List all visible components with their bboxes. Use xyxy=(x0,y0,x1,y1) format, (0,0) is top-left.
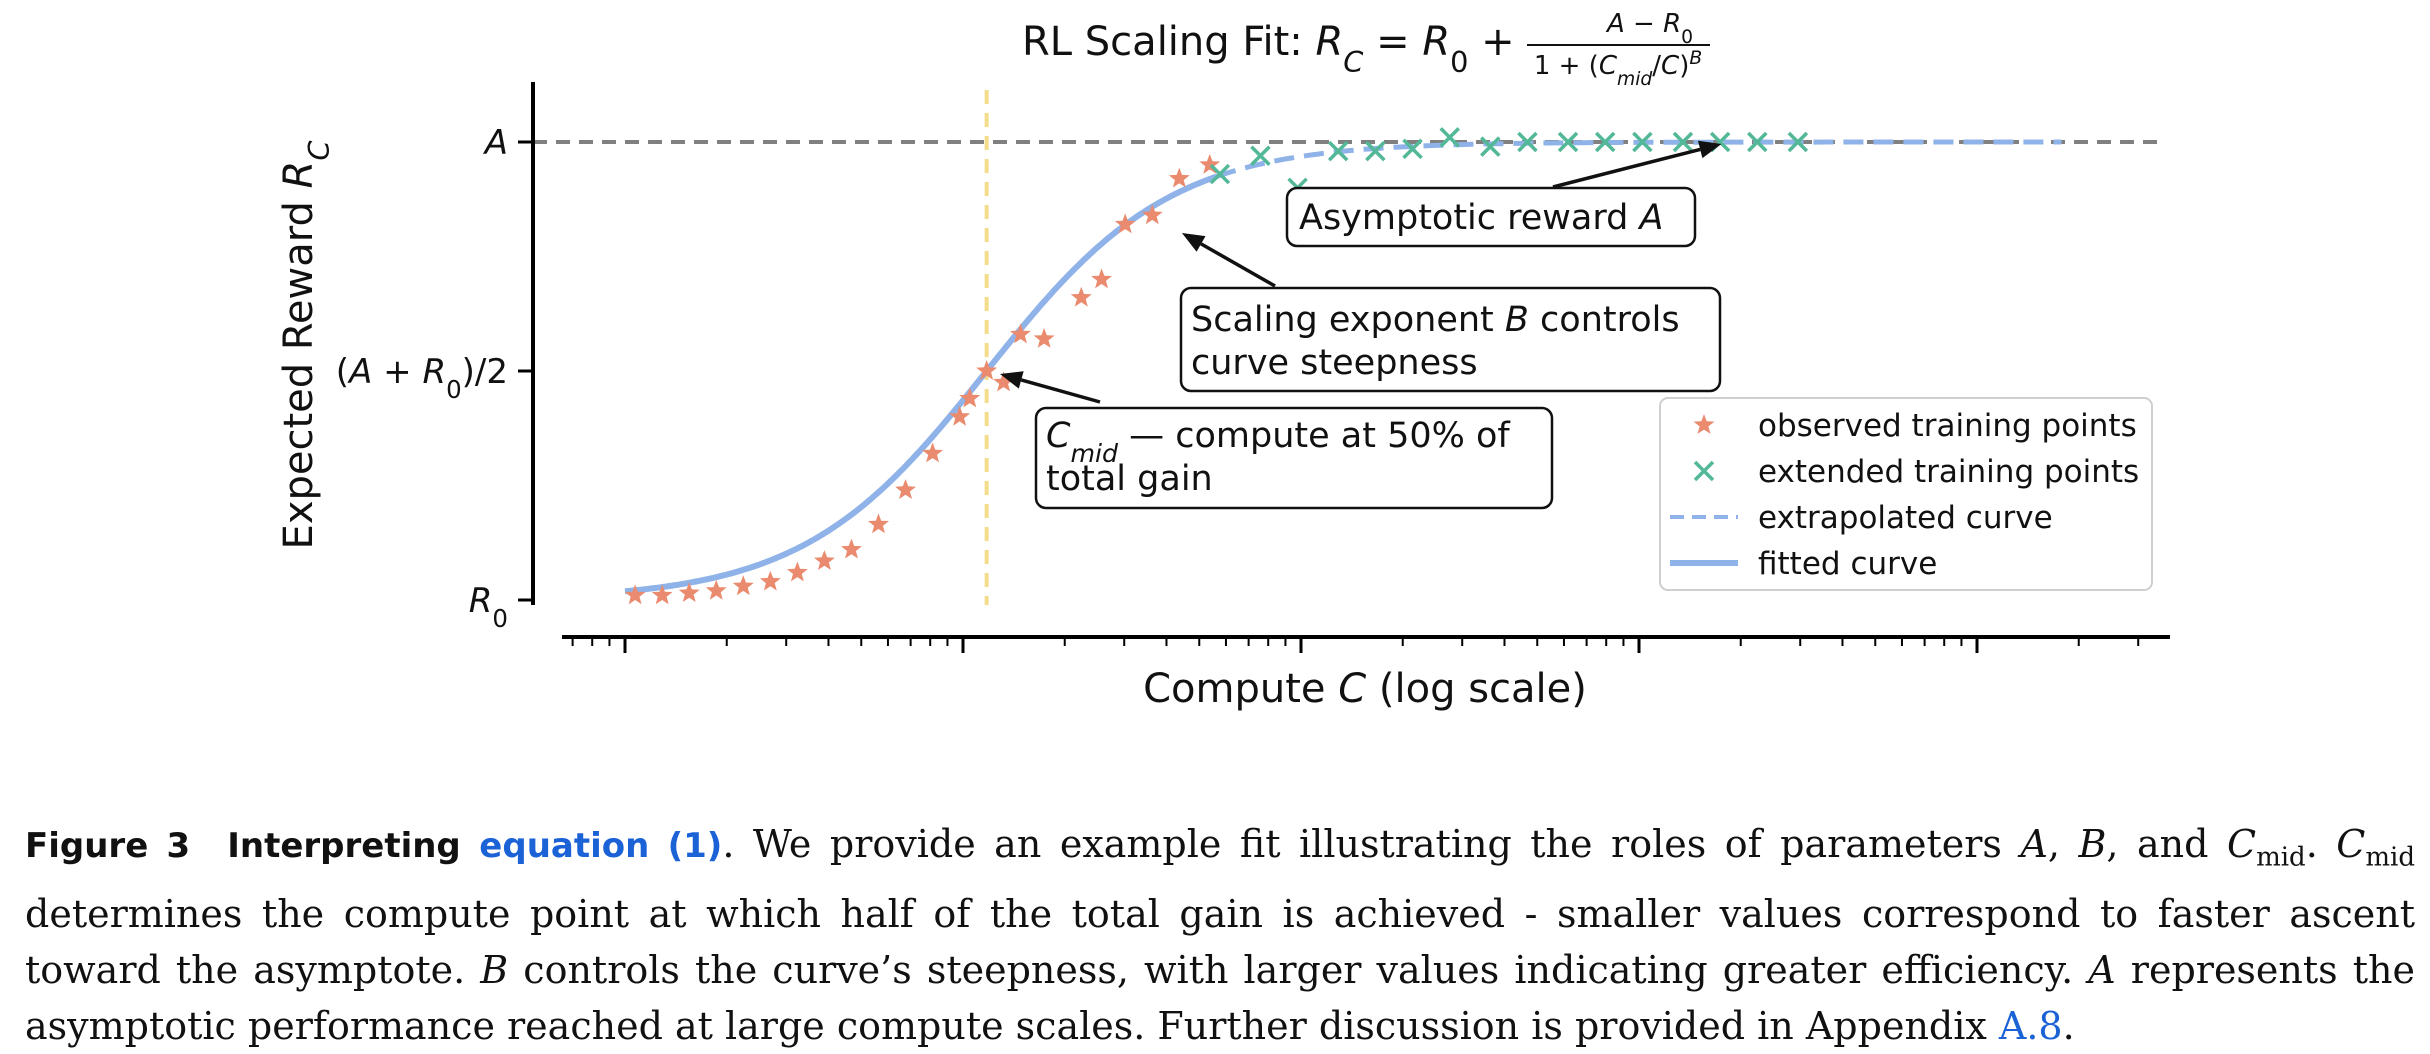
observed-point xyxy=(1114,213,1136,234)
observed-point xyxy=(814,550,835,570)
x-axis-label: Compute C (log scale) xyxy=(1143,666,1587,712)
param-b: B xyxy=(480,947,509,992)
figure-caption: Figure 3 Interpreting equation (1). We p… xyxy=(25,816,2415,1054)
caption-text: . We provide an example fit illustrating… xyxy=(722,822,2021,866)
legend-star-icon xyxy=(1693,414,1715,434)
observed-point xyxy=(732,575,754,596)
cmid-arrow-head xyxy=(1000,371,1024,389)
observed-point xyxy=(651,584,673,605)
legend-extended-label: extended training points xyxy=(1758,454,2139,490)
observed-point xyxy=(895,479,916,499)
observed-point xyxy=(1141,204,1163,225)
extended-point xyxy=(1787,131,1809,153)
extended-point xyxy=(1480,136,1501,157)
cmid-annotation-line1: Cmid — compute at 50% of xyxy=(1046,416,1510,468)
legend-observed-label: observed training points xyxy=(1758,408,2137,444)
asym-annotation-text: Asymptotic reward A xyxy=(1299,198,1663,238)
scaling-fit-chart: A (A + R0)/2 R0 Compute C (log scale) Expect… xyxy=(276,9,2170,712)
legend-extrapolated-label: extrapolated curve xyxy=(1758,500,2053,536)
observed-point xyxy=(841,538,862,559)
y-tick-label-r0: R0 xyxy=(469,581,508,633)
asym-arrow-shaft xyxy=(1552,147,1701,189)
param-cmid: Cmid xyxy=(2226,822,2306,873)
observed-point xyxy=(786,561,808,582)
legend-box xyxy=(1659,397,2153,591)
param-c-sub: mid xyxy=(2365,842,2415,873)
cmid-annotation-box xyxy=(1034,406,1554,510)
caption-text: . xyxy=(2062,1003,2075,1048)
extended-point xyxy=(1594,131,1616,153)
legend-x-icon xyxy=(1693,460,1715,482)
observed-point xyxy=(678,582,700,602)
param-cmid: Cmid xyxy=(2336,822,2415,873)
observed-point xyxy=(922,442,943,463)
param-a: A xyxy=(2020,822,2048,866)
cmid-annotation-line2: total gain xyxy=(1046,459,1213,499)
title-denominator: 1 + (Cmid/C)B xyxy=(1534,48,1702,90)
extended-point xyxy=(1747,131,1768,153)
caption-text: determines the compute point at which ha… xyxy=(25,891,2415,992)
caption-text: controls the curve’s steepness, with lar… xyxy=(508,947,2089,992)
figure: A (A + R0)/2 R0 Compute C (log scale) Expect… xyxy=(276,9,2170,712)
extrapolated-curve xyxy=(1215,139,2062,179)
param-a: A xyxy=(2088,947,2116,992)
observed-point xyxy=(1091,268,1112,289)
observed-point xyxy=(705,579,727,600)
legend-fitted-label: fitted curve xyxy=(1758,546,1937,582)
observed-point xyxy=(868,513,889,534)
observed-point xyxy=(1033,327,1055,348)
y-tick-label-mid: (A + R0)/2 xyxy=(336,352,508,404)
chart-title: RL Scaling Fit: RC = R0 + xyxy=(1022,19,1515,79)
observed-point xyxy=(1070,286,1092,307)
caption-bold-text: Interpreting xyxy=(227,826,461,866)
observed-point xyxy=(1199,153,1221,174)
steep-annotation-line1: Scaling exponent B controls xyxy=(1191,300,1680,340)
steep-annotation-line2: curve steepness xyxy=(1191,343,1478,383)
caption-label: Figure 3 xyxy=(25,826,191,866)
observed-point xyxy=(959,387,981,408)
caption-sep: , xyxy=(2047,822,2079,866)
extended-point xyxy=(1632,131,1653,153)
param-c-letter: C xyxy=(2336,822,2366,866)
observed-point xyxy=(759,570,781,591)
fitted-curve xyxy=(624,173,1218,595)
extended-point xyxy=(1517,131,1538,153)
observed-point xyxy=(993,371,1014,392)
equation-ref-link[interactable]: equation (1) xyxy=(479,826,723,866)
asym-arrow-head xyxy=(1697,140,1722,159)
extended-point xyxy=(1672,131,1694,153)
steep-arrow-head xyxy=(1181,233,1206,252)
param-b: B xyxy=(2078,822,2107,866)
extended-point xyxy=(1365,140,1386,162)
cmid-arrow-shaft xyxy=(1020,378,1101,404)
caption-sep: , and xyxy=(2106,822,2227,866)
caption-text: . xyxy=(2305,822,2337,866)
observed-point xyxy=(949,405,971,426)
title-numerator: A − R0 xyxy=(1605,9,1693,48)
extended-point xyxy=(1250,145,1271,166)
steep-arrow-shaft xyxy=(1200,242,1276,288)
appendix-link[interactable]: A.8 xyxy=(1998,1003,2063,1048)
asym-annotation-box xyxy=(1285,186,1697,248)
extended-point xyxy=(1327,140,1349,162)
extended-point xyxy=(1402,138,1423,160)
param-c-sub: mid xyxy=(2256,842,2306,873)
y-axis-label: Expected Reward RC xyxy=(276,140,336,550)
observed-point xyxy=(624,584,646,605)
y-tick-label-a: A xyxy=(483,123,508,163)
extended-point xyxy=(1439,127,1460,148)
extended-point xyxy=(1209,163,1231,185)
extended-point xyxy=(1557,131,1579,153)
observed-point xyxy=(976,360,998,380)
observed-point xyxy=(1168,167,1190,188)
steep-annotation-box xyxy=(1179,286,1722,393)
param-c-letter: C xyxy=(2226,822,2257,866)
observed-point xyxy=(1010,323,1031,344)
